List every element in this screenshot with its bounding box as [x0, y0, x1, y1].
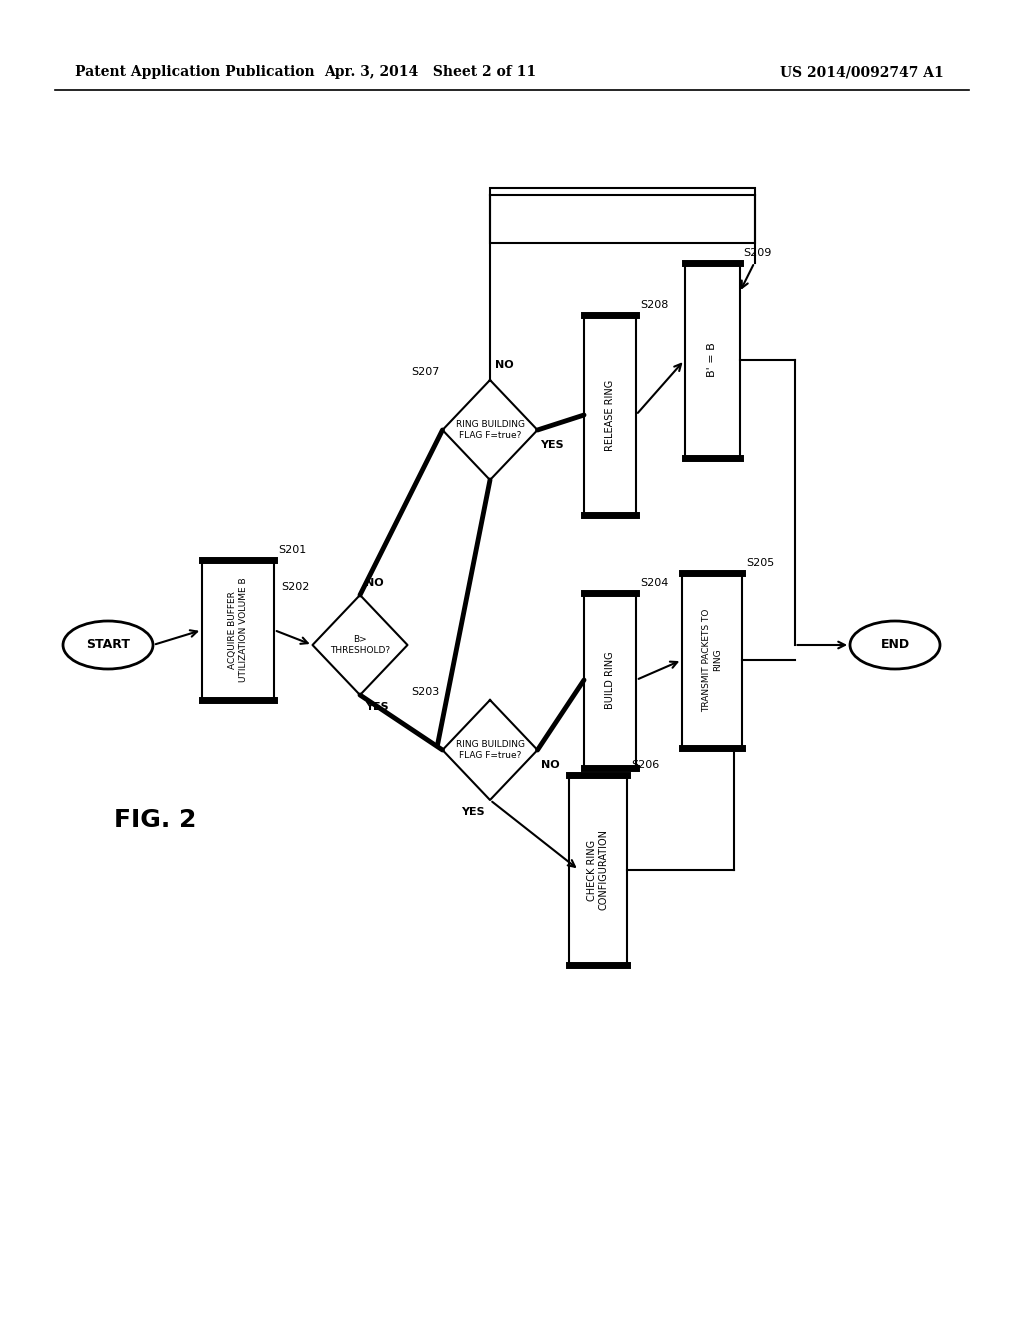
Text: START: START	[86, 639, 130, 652]
Text: B>
THRESHOLD?: B> THRESHOLD?	[330, 635, 390, 655]
Ellipse shape	[63, 620, 153, 669]
Text: RELEASE RING: RELEASE RING	[605, 379, 615, 450]
Text: Patent Application Publication: Patent Application Publication	[75, 65, 314, 79]
Text: S203: S203	[412, 686, 439, 697]
Text: S202: S202	[282, 582, 309, 591]
Bar	[682, 573, 742, 747]
Text: BUILD RING: BUILD RING	[605, 651, 615, 709]
Text: YES: YES	[462, 807, 485, 817]
Text: S205: S205	[746, 557, 774, 568]
Text: S206: S206	[631, 760, 659, 770]
Text: RING BUILDING
FLAG F=true?: RING BUILDING FLAG F=true?	[456, 420, 524, 440]
Bar	[584, 315, 636, 515]
Text: NO: NO	[365, 578, 384, 587]
Polygon shape	[312, 595, 408, 696]
Text: FIG. 2: FIG. 2	[114, 808, 197, 832]
Text: YES: YES	[365, 702, 389, 711]
Text: S208: S208	[640, 300, 669, 310]
Text: S207: S207	[411, 367, 439, 378]
Ellipse shape	[850, 620, 940, 669]
Text: YES: YES	[541, 440, 564, 450]
Bar	[490, 187, 755, 243]
Bar	[584, 593, 636, 767]
Text: S204: S204	[640, 578, 669, 587]
Text: ACQUIRE BUFFER
UTILIZATION VOLUME B: ACQUIRE BUFFER UTILIZATION VOLUME B	[228, 578, 248, 682]
Text: END: END	[881, 639, 909, 652]
Polygon shape	[442, 380, 538, 480]
Text: NO: NO	[495, 360, 514, 370]
Text: Apr. 3, 2014   Sheet 2 of 11: Apr. 3, 2014 Sheet 2 of 11	[324, 65, 536, 79]
Bar	[569, 775, 627, 965]
Polygon shape	[442, 700, 538, 800]
Text: RING BUILDING
FLAG F=true?: RING BUILDING FLAG F=true?	[456, 741, 524, 760]
Text: B' = B: B' = B	[707, 343, 717, 378]
Text: US 2014/0092747 A1: US 2014/0092747 A1	[780, 65, 944, 79]
Bar	[202, 560, 274, 700]
Bar	[684, 263, 739, 458]
Text: CHECK RING
CONFIGURATION: CHECK RING CONFIGURATION	[587, 829, 609, 911]
Text: NO: NO	[541, 760, 559, 770]
Text: TRANSMIT PACKETS TO
RING: TRANSMIT PACKETS TO RING	[702, 609, 722, 711]
Text: S201: S201	[278, 545, 306, 554]
Text: S209: S209	[743, 248, 772, 257]
